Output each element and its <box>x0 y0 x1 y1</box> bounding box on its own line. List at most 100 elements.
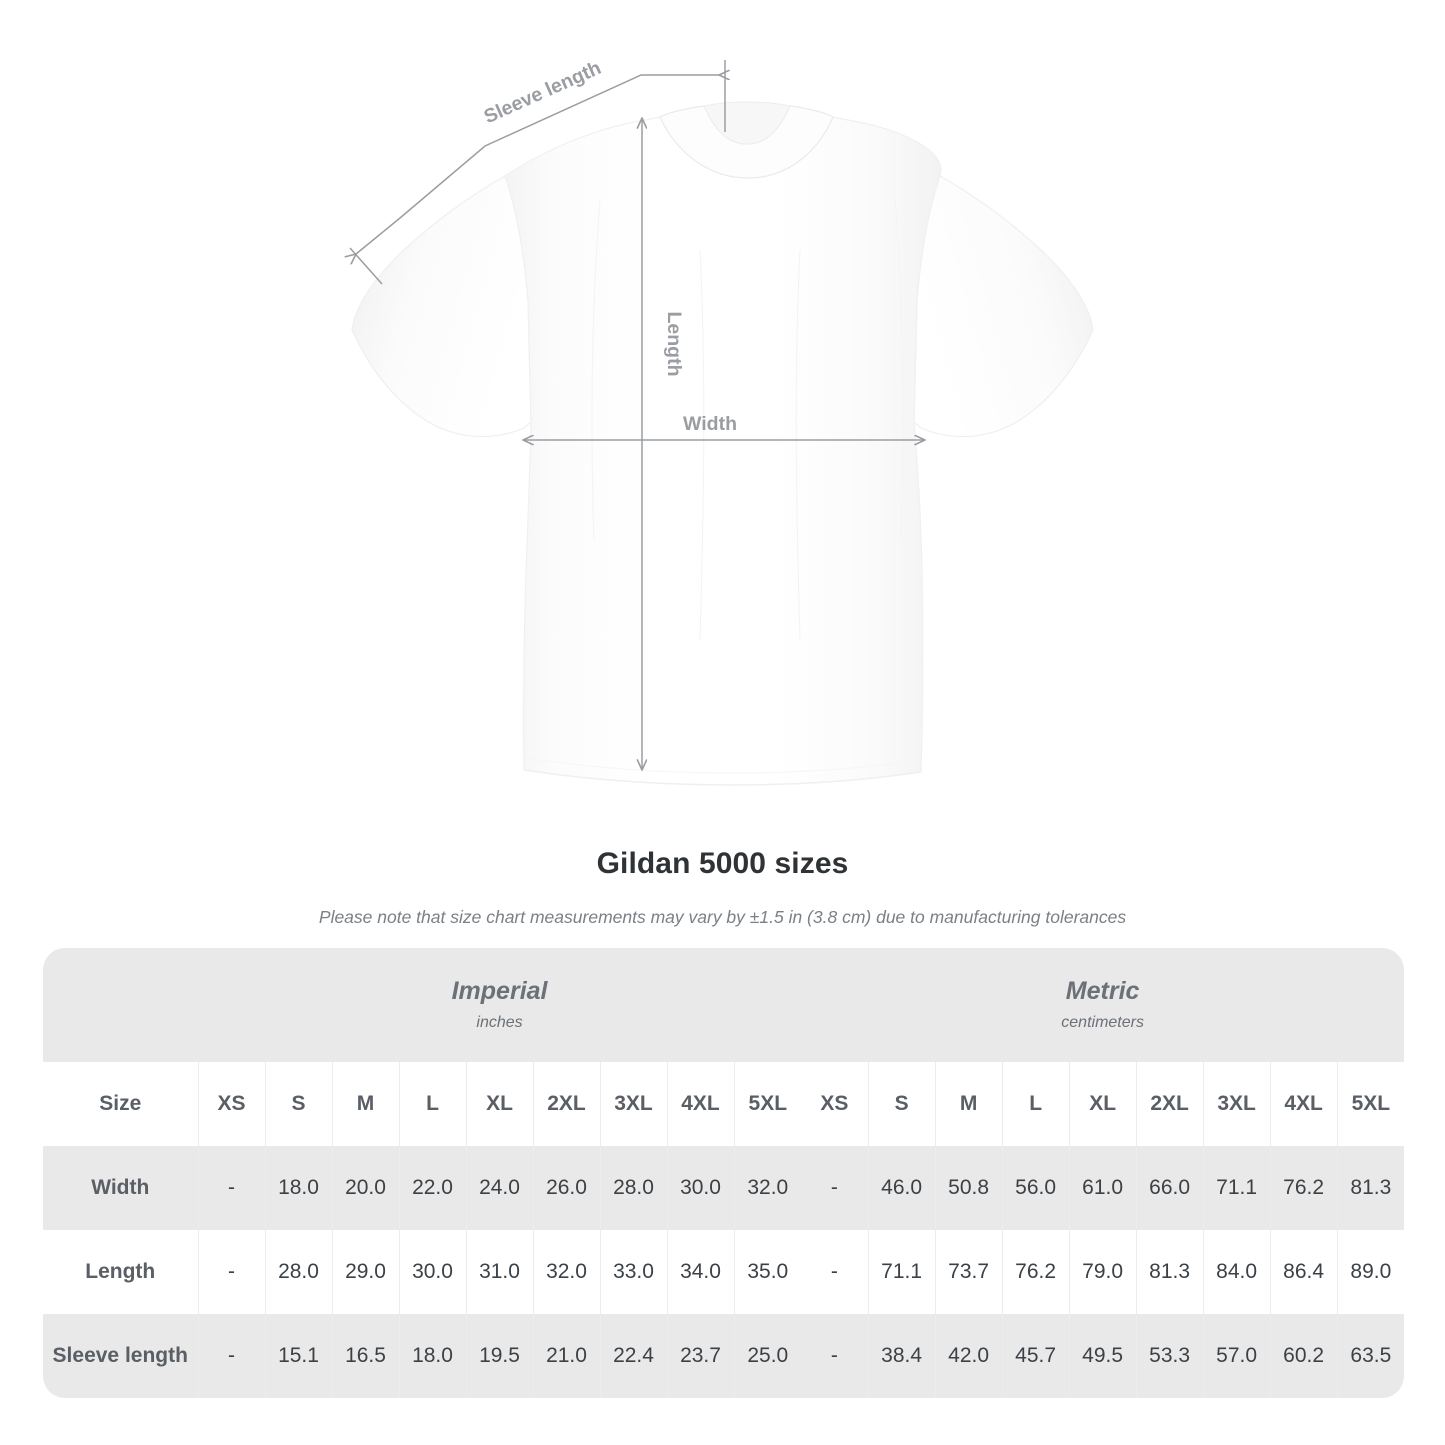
unit-cell-metric: Metric centimeters <box>801 948 1405 1062</box>
measurement-annotations <box>350 60 925 770</box>
header-metric-xs: XS <box>820 1092 849 1115</box>
cell-length-imperial-4xl: 34.0 <box>666 1230 734 1314</box>
cell-width-imperial-m: 20.0 <box>331 1146 399 1230</box>
sleeve-length-label: Sleeve length <box>481 57 605 128</box>
cell-sleeve-imperial-2xl: 21.0 <box>532 1314 600 1398</box>
cell-width-imperial-xs: - <box>197 1146 265 1230</box>
table-row: Width - 18.0 20.0 22.0 24.0 26.0 28.0 30… <box>43 1146 1405 1230</box>
header-imperial-xs: XS <box>197 1062 265 1146</box>
header-imperial-l: L <box>398 1062 466 1146</box>
cell-sleeve-metric-xl: 49.5 <box>1068 1314 1137 1398</box>
cell-width-metric-s: 46.0 <box>867 1146 936 1230</box>
cell-length-imperial-2xl: 32.0 <box>532 1230 600 1314</box>
header-imperial-xl: XL <box>465 1062 533 1146</box>
row-label-sleeve-length: Sleeve length <box>43 1314 198 1398</box>
tolerance-note: Please note that size chart measurements… <box>318 907 1127 927</box>
tshirt-measurement-diagram: Sleeve length Length Width <box>0 57 1094 786</box>
unit-sub-imperial: inches <box>476 1014 523 1031</box>
header-metric-4xl: 4XL <box>1269 1062 1338 1146</box>
row-label-width: Width <box>43 1146 198 1230</box>
cell-length-imperial-s: 28.0 <box>264 1230 332 1314</box>
width-label: Width <box>683 413 737 435</box>
tshirt-left-sleeve <box>351 175 532 438</box>
cell-sleeve-metric-xs: - <box>801 1314 869 1398</box>
cell-width-imperial-3xl: 28.0 <box>599 1146 667 1230</box>
cell-length-imperial-xl: 31.0 <box>465 1230 533 1314</box>
table-row: Sleeve length - 15.1 16.5 18.0 19.5 21.0… <box>43 1314 1405 1398</box>
unit-spacer-left <box>43 948 198 1062</box>
header-metric-3xl: 3XL <box>1202 1062 1271 1146</box>
page-title: Gildan 5000 sizes <box>596 847 849 880</box>
cell-sleeve-metric-m: 42.0 <box>934 1314 1003 1398</box>
size-header-row: Size XS S M L XL 2XL 3XL 4XL 5XL XS S M … <box>43 1062 1405 1146</box>
tshirt-hem-inner <box>525 757 921 774</box>
unit-name-metric: Metric <box>1065 977 1140 1005</box>
header-metric-2xl: 2XL <box>1135 1062 1204 1146</box>
cell-length-metric-xl: 79.0 <box>1068 1230 1137 1314</box>
cell-length-imperial-l: 30.0 <box>398 1230 466 1314</box>
cell-length-metric-l: 76.2 <box>1001 1230 1070 1314</box>
header-imperial-3xl: 3XL <box>599 1062 667 1146</box>
cell-sleeve-imperial-l: 18.0 <box>398 1314 466 1398</box>
cell-length-metric-3xl: 84.0 <box>1202 1230 1271 1314</box>
tshirt-hem <box>523 769 922 786</box>
cell-width-metric-5xl: 81.3 <box>1336 1146 1405 1230</box>
cell-length-imperial-3xl: 33.0 <box>599 1230 667 1314</box>
cell-sleeve-metric-3xl: 57.0 <box>1202 1314 1271 1398</box>
cell-width-metric-xs: - <box>801 1146 869 1230</box>
header-imperial-2xl: 2XL <box>532 1062 600 1146</box>
cell-sleeve-imperial-5xl: 25.0 <box>733 1314 802 1398</box>
cell-width-imperial-xl: 24.0 <box>465 1146 533 1230</box>
cell-width-metric-l: 56.0 <box>1001 1146 1070 1230</box>
header-size-label: Size <box>99 1092 142 1115</box>
cell-width-metric-xl: 61.0 <box>1068 1146 1137 1230</box>
header-imperial-s: S <box>264 1062 332 1146</box>
cell-length-imperial-m: 29.0 <box>331 1230 399 1314</box>
cell-length-metric-5xl: 89.0 <box>1336 1230 1405 1314</box>
chart-heading: Gildan 5000 sizes Please note that size … <box>0 845 1445 929</box>
cell-sleeve-imperial-4xl: 23.7 <box>666 1314 734 1398</box>
header-metric-l: L <box>1001 1062 1070 1146</box>
cell-length-metric-2xl: 81.3 <box>1135 1230 1204 1314</box>
cell-width-metric-3xl: 71.1 <box>1202 1146 1271 1230</box>
sleeve-length-end-tick <box>349 247 383 285</box>
size-table: Imperial inches Metric centimeters Size … <box>43 948 1405 1398</box>
sleeve-length-arrow <box>356 75 719 254</box>
cell-sleeve-metric-l: 45.7 <box>1001 1314 1070 1398</box>
cell-width-imperial-4xl: 30.0 <box>666 1146 734 1230</box>
header-metric-s: S <box>867 1062 936 1146</box>
cell-length-imperial-5xl: 35.0 <box>733 1230 802 1314</box>
size-table-container: Imperial inches Metric centimeters Size … <box>43 948 1405 1398</box>
cell-sleeve-metric-5xl: 63.5 <box>1336 1314 1405 1398</box>
cell-length-metric-4xl: 86.4 <box>1269 1230 1338 1314</box>
row-label-length: Length <box>85 1260 156 1283</box>
length-label: Length <box>663 312 685 377</box>
header-metric-m: M <box>934 1062 1003 1146</box>
header-imperial-5xl: 5XL <box>733 1062 802 1146</box>
cell-sleeve-imperial-3xl: 22.4 <box>599 1314 667 1398</box>
header-imperial-4xl: 4XL <box>666 1062 734 1146</box>
cell-sleeve-metric-2xl: 53.3 <box>1135 1314 1204 1398</box>
header-metric-xl: XL <box>1068 1062 1137 1146</box>
cell-width-metric-4xl: 76.2 <box>1269 1146 1338 1230</box>
cell-width-imperial-s: 18.0 <box>264 1146 332 1230</box>
cell-width-imperial-2xl: 26.0 <box>532 1146 600 1230</box>
unit-sub-metric: centimeters <box>1061 1014 1144 1031</box>
tshirt-illustration <box>351 101 1094 786</box>
cell-sleeve-imperial-xs: - <box>197 1314 265 1398</box>
cell-sleeve-imperial-s: 15.1 <box>264 1314 332 1398</box>
cell-length-metric-xs: - <box>830 1260 838 1283</box>
cell-sleeve-imperial-m: 16.5 <box>331 1314 399 1398</box>
cell-width-metric-m: 50.8 <box>934 1146 1003 1230</box>
unit-name-imperial: Imperial <box>451 977 548 1005</box>
unit-header-row: Imperial inches Metric centimeters <box>43 948 1405 1062</box>
header-imperial-m: M <box>331 1062 399 1146</box>
cell-width-imperial-5xl: 32.0 <box>733 1146 802 1230</box>
header-metric-5xl: 5XL <box>1336 1062 1405 1146</box>
cell-length-imperial-xs: - <box>197 1230 265 1314</box>
unit-cell-imperial: Imperial inches <box>198 948 802 1062</box>
cell-sleeve-metric-s: 38.4 <box>867 1314 936 1398</box>
cell-sleeve-imperial-xl: 19.5 <box>465 1314 533 1398</box>
cell-width-metric-2xl: 66.0 <box>1135 1146 1204 1230</box>
